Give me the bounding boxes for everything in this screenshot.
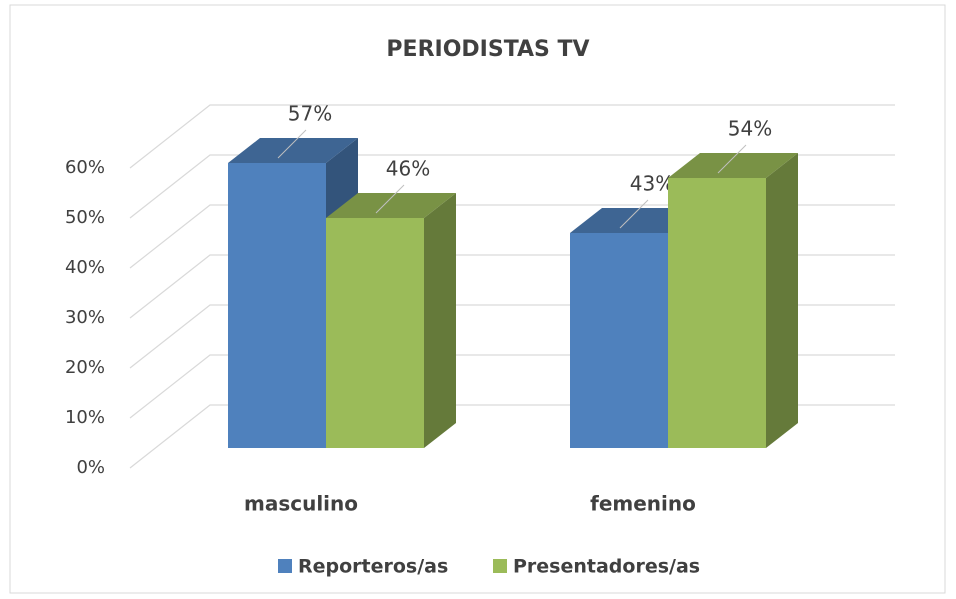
bar-top	[326, 193, 456, 218]
y-tick-label: 60%	[65, 157, 105, 178]
y-tick-label: 0%	[76, 457, 105, 478]
grid-line	[129, 154, 895, 219]
leader-line	[619, 199, 649, 229]
legend-label: Presentadores/as	[513, 556, 700, 578]
bar	[668, 153, 798, 448]
chart-title: PERIODISTAS TV	[386, 37, 589, 62]
bar-front	[228, 163, 326, 448]
leader-line	[375, 184, 405, 214]
bar-top	[668, 153, 798, 178]
legend-swatch	[278, 559, 292, 573]
legend-label: Reporteros/as	[298, 556, 448, 578]
x-tick-label: femenino	[590, 492, 696, 516]
y-tick-label: 10%	[65, 407, 105, 428]
data-label: 57%	[288, 102, 332, 126]
x-tick-label: masculino	[244, 492, 358, 516]
bar-top	[228, 138, 358, 163]
data-label: 54%	[728, 117, 772, 141]
bar-front	[668, 178, 766, 448]
bar	[326, 193, 456, 448]
data-label: 43%	[630, 172, 674, 196]
bar-front	[326, 218, 424, 448]
legend-swatch	[493, 559, 507, 573]
bar-top	[570, 208, 700, 233]
grid-line	[129, 104, 895, 169]
leader-line	[717, 144, 747, 174]
y-tick-label: 30%	[65, 307, 105, 328]
grid-line	[129, 204, 895, 269]
leader-line	[277, 129, 307, 159]
y-tick-label: 40%	[65, 257, 105, 278]
y-tick-label: 20%	[65, 357, 105, 378]
data-label: 46%	[386, 157, 430, 181]
chart-border	[9, 4, 946, 594]
y-tick-label: 50%	[65, 207, 105, 228]
bar-side	[424, 193, 456, 448]
bar-front	[570, 233, 668, 448]
bar-side	[766, 153, 798, 448]
